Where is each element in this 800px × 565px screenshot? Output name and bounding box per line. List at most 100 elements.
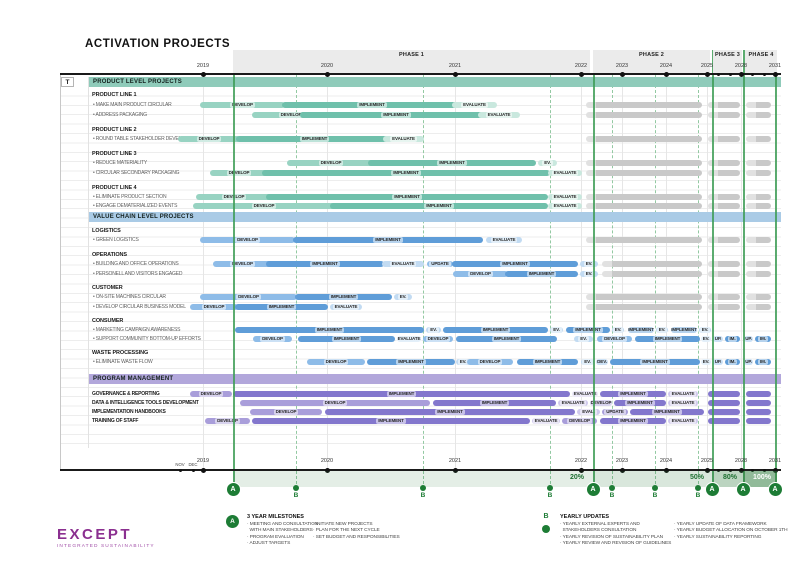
- group-label: LOGISTICS: [92, 227, 121, 234]
- bar-phase-label: EVALUATE: [461, 102, 488, 108]
- gantt-bar: EV.: [699, 327, 711, 333]
- gantt-bar: DEVELOP: [178, 136, 240, 142]
- gantt-bar: EVALUATE: [558, 400, 588, 406]
- gantt-bar: EVALUATE: [532, 418, 560, 424]
- bar-phase-label: EV.: [582, 359, 593, 365]
- legend-item-line: · SET BUDGET AND RESPONSIBILITIES: [313, 534, 400, 540]
- gantt-bar: EVALUATE: [548, 170, 582, 176]
- gantt-bar-future: [746, 271, 771, 277]
- gantt-bar-future: [708, 160, 740, 166]
- bar-phase-label: DEVELOP: [226, 170, 252, 176]
- milestone-b-dot: [695, 484, 701, 491]
- task-label: • ON-SITE MACHINES CIRCULAR: [93, 294, 166, 300]
- year-label: 2021: [448, 63, 462, 69]
- bar-phase-label: IMPLEMENT: [640, 359, 670, 365]
- chart-row-stripes: [60, 87, 781, 448]
- gantt-bar-future: [586, 294, 702, 300]
- task-label: • ELIMINATE WASTE FLOW: [93, 359, 153, 365]
- gantt-bar: IMPLEMENT: [614, 400, 666, 406]
- gantt-bar: [746, 400, 771, 406]
- bar-phase-label: IMPLEMENT: [437, 160, 467, 166]
- gantt-bar: IMPLEMENT: [505, 271, 578, 277]
- bar-phase-label: IMPLEMENT: [626, 327, 656, 333]
- year-tick-dot: [663, 71, 669, 77]
- minor-tick-dot: [728, 468, 732, 472]
- year-tick-dot: [619, 467, 625, 473]
- yearly-update-dashed-line: [655, 75, 656, 484]
- gantt-bar: IMPLEMENT: [262, 170, 550, 176]
- bar-phase-label: DEVELOP: [477, 359, 503, 365]
- bar-phase-label: EVALUATE: [571, 391, 599, 397]
- gantt-bar: EV.: [426, 327, 441, 333]
- bottom-time-axis: [60, 469, 781, 471]
- gantt-bar: UP.: [743, 359, 754, 365]
- gantt-bar: IMPLEMENT: [626, 327, 656, 333]
- task-label: • ROUND TABLE STAKEHOLDER DEVELOPMENT: [93, 136, 202, 142]
- legend-a-letter: A: [230, 518, 235, 525]
- gantt-bar: EV.: [700, 359, 712, 365]
- gantt-bar: IMPLEMENT: [452, 261, 578, 267]
- gantt-bar: UP.: [712, 359, 724, 365]
- bar-phase-label: IMPLEMENT: [396, 359, 426, 365]
- gantt-bar: EV.: [580, 271, 598, 277]
- gantt-bar: IMPLEMENT: [635, 336, 700, 342]
- gantt-bar-future: [708, 102, 740, 108]
- gantt-bar: DEVELOP: [210, 170, 268, 176]
- month-label: NOV: [175, 462, 185, 467]
- section-header-band: [89, 374, 781, 384]
- gantt-bar: IMPLEMENT: [325, 409, 575, 415]
- bar-phase-label: DEVELOP: [567, 418, 592, 424]
- group-label: PRODUCT LINE 2: [92, 126, 137, 133]
- gantt-bar-future: [708, 304, 740, 310]
- bar-phase-label: UP.: [712, 336, 724, 342]
- bar-phase-label: IMPLEMENT: [435, 409, 465, 415]
- month-label: DEC: [188, 462, 198, 467]
- gantt-bar: IM.: [755, 336, 771, 342]
- gantt-bar: EVALUATE: [452, 102, 497, 108]
- gantt-bar-future: [586, 112, 702, 118]
- task-label: • MARKETING CAMPAIGN AWARENESS: [93, 327, 181, 333]
- bar-phase-label: EVALUATE: [389, 261, 417, 267]
- milestone-line: [712, 50, 714, 483]
- gantt-bar-future: [586, 160, 702, 166]
- gantt-bar-future: [708, 194, 740, 200]
- gantt-bar: DEVELOP: [287, 160, 375, 166]
- bar-phase-label: UPDATE: [429, 261, 451, 267]
- label-column-divider: [88, 77, 89, 448]
- milestone-b-dot: [652, 484, 658, 491]
- gantt-bar: IMPLEMENT: [566, 327, 610, 333]
- gantt-bar: EVALUATE: [395, 336, 423, 342]
- group-label: PRODUCT LINE 3: [92, 150, 137, 157]
- gantt-bar: UP.: [712, 336, 724, 342]
- group-label: WASTE PROCESSING: [92, 349, 149, 356]
- gantt-bar-future: [586, 237, 702, 243]
- except-logo-tagline: INTEGRATED SUSTAINABILITY: [57, 544, 155, 549]
- year-tick-dot: [578, 467, 584, 473]
- bar-phase-label: EV.: [583, 271, 595, 277]
- legend-a-marker: A: [226, 515, 239, 528]
- legend-item-line: · MEETING AND CONSULTATION: [247, 522, 319, 527]
- section-header-label: PRODUCT LEVEL PROJECTS: [93, 79, 182, 85]
- task-label: GOVERNANCE & REPORTING: [92, 391, 160, 397]
- gantt-bar: DEVELOP: [588, 400, 614, 406]
- bar-phase-label: EV.: [551, 327, 562, 333]
- gantt-bar: IMPLEMENT: [236, 136, 393, 142]
- gantt-bar: [708, 391, 740, 397]
- bar-phase-label: IMPLEMENT: [357, 102, 387, 108]
- legend-item-line: · YEARLY BUDGET ALLOCATION ON OCTOBER 1T…: [674, 528, 788, 534]
- group-label: OPERATIONS: [92, 251, 127, 258]
- legend-item-line: · PROGRAM EVALUATION: [247, 534, 304, 540]
- minor-tick-dot: [750, 72, 754, 76]
- gantt-bar: DEVELOP: [253, 336, 292, 342]
- bar-phase-label: DEVELOP: [588, 400, 614, 406]
- bar-phase-label: EVALUATE: [551, 170, 579, 176]
- year-label: 2023: [615, 63, 629, 69]
- phase-box: [745, 50, 777, 73]
- gantt-bar: EV.: [580, 261, 598, 267]
- bar-phase-label: DEVELOP: [602, 336, 627, 342]
- task-label: • DEVELOP CIRCULAR BUSINESS MODEL: [93, 304, 186, 310]
- progress-band-segment: [712, 471, 743, 487]
- legend-b-col1: · YEARLY EXTERNAL EXPERTS AND STAKEHOLDE…: [560, 522, 690, 548]
- bar-phase-label: EVALUATE: [532, 418, 560, 424]
- gantt-bar: EVALUATE: [668, 400, 698, 406]
